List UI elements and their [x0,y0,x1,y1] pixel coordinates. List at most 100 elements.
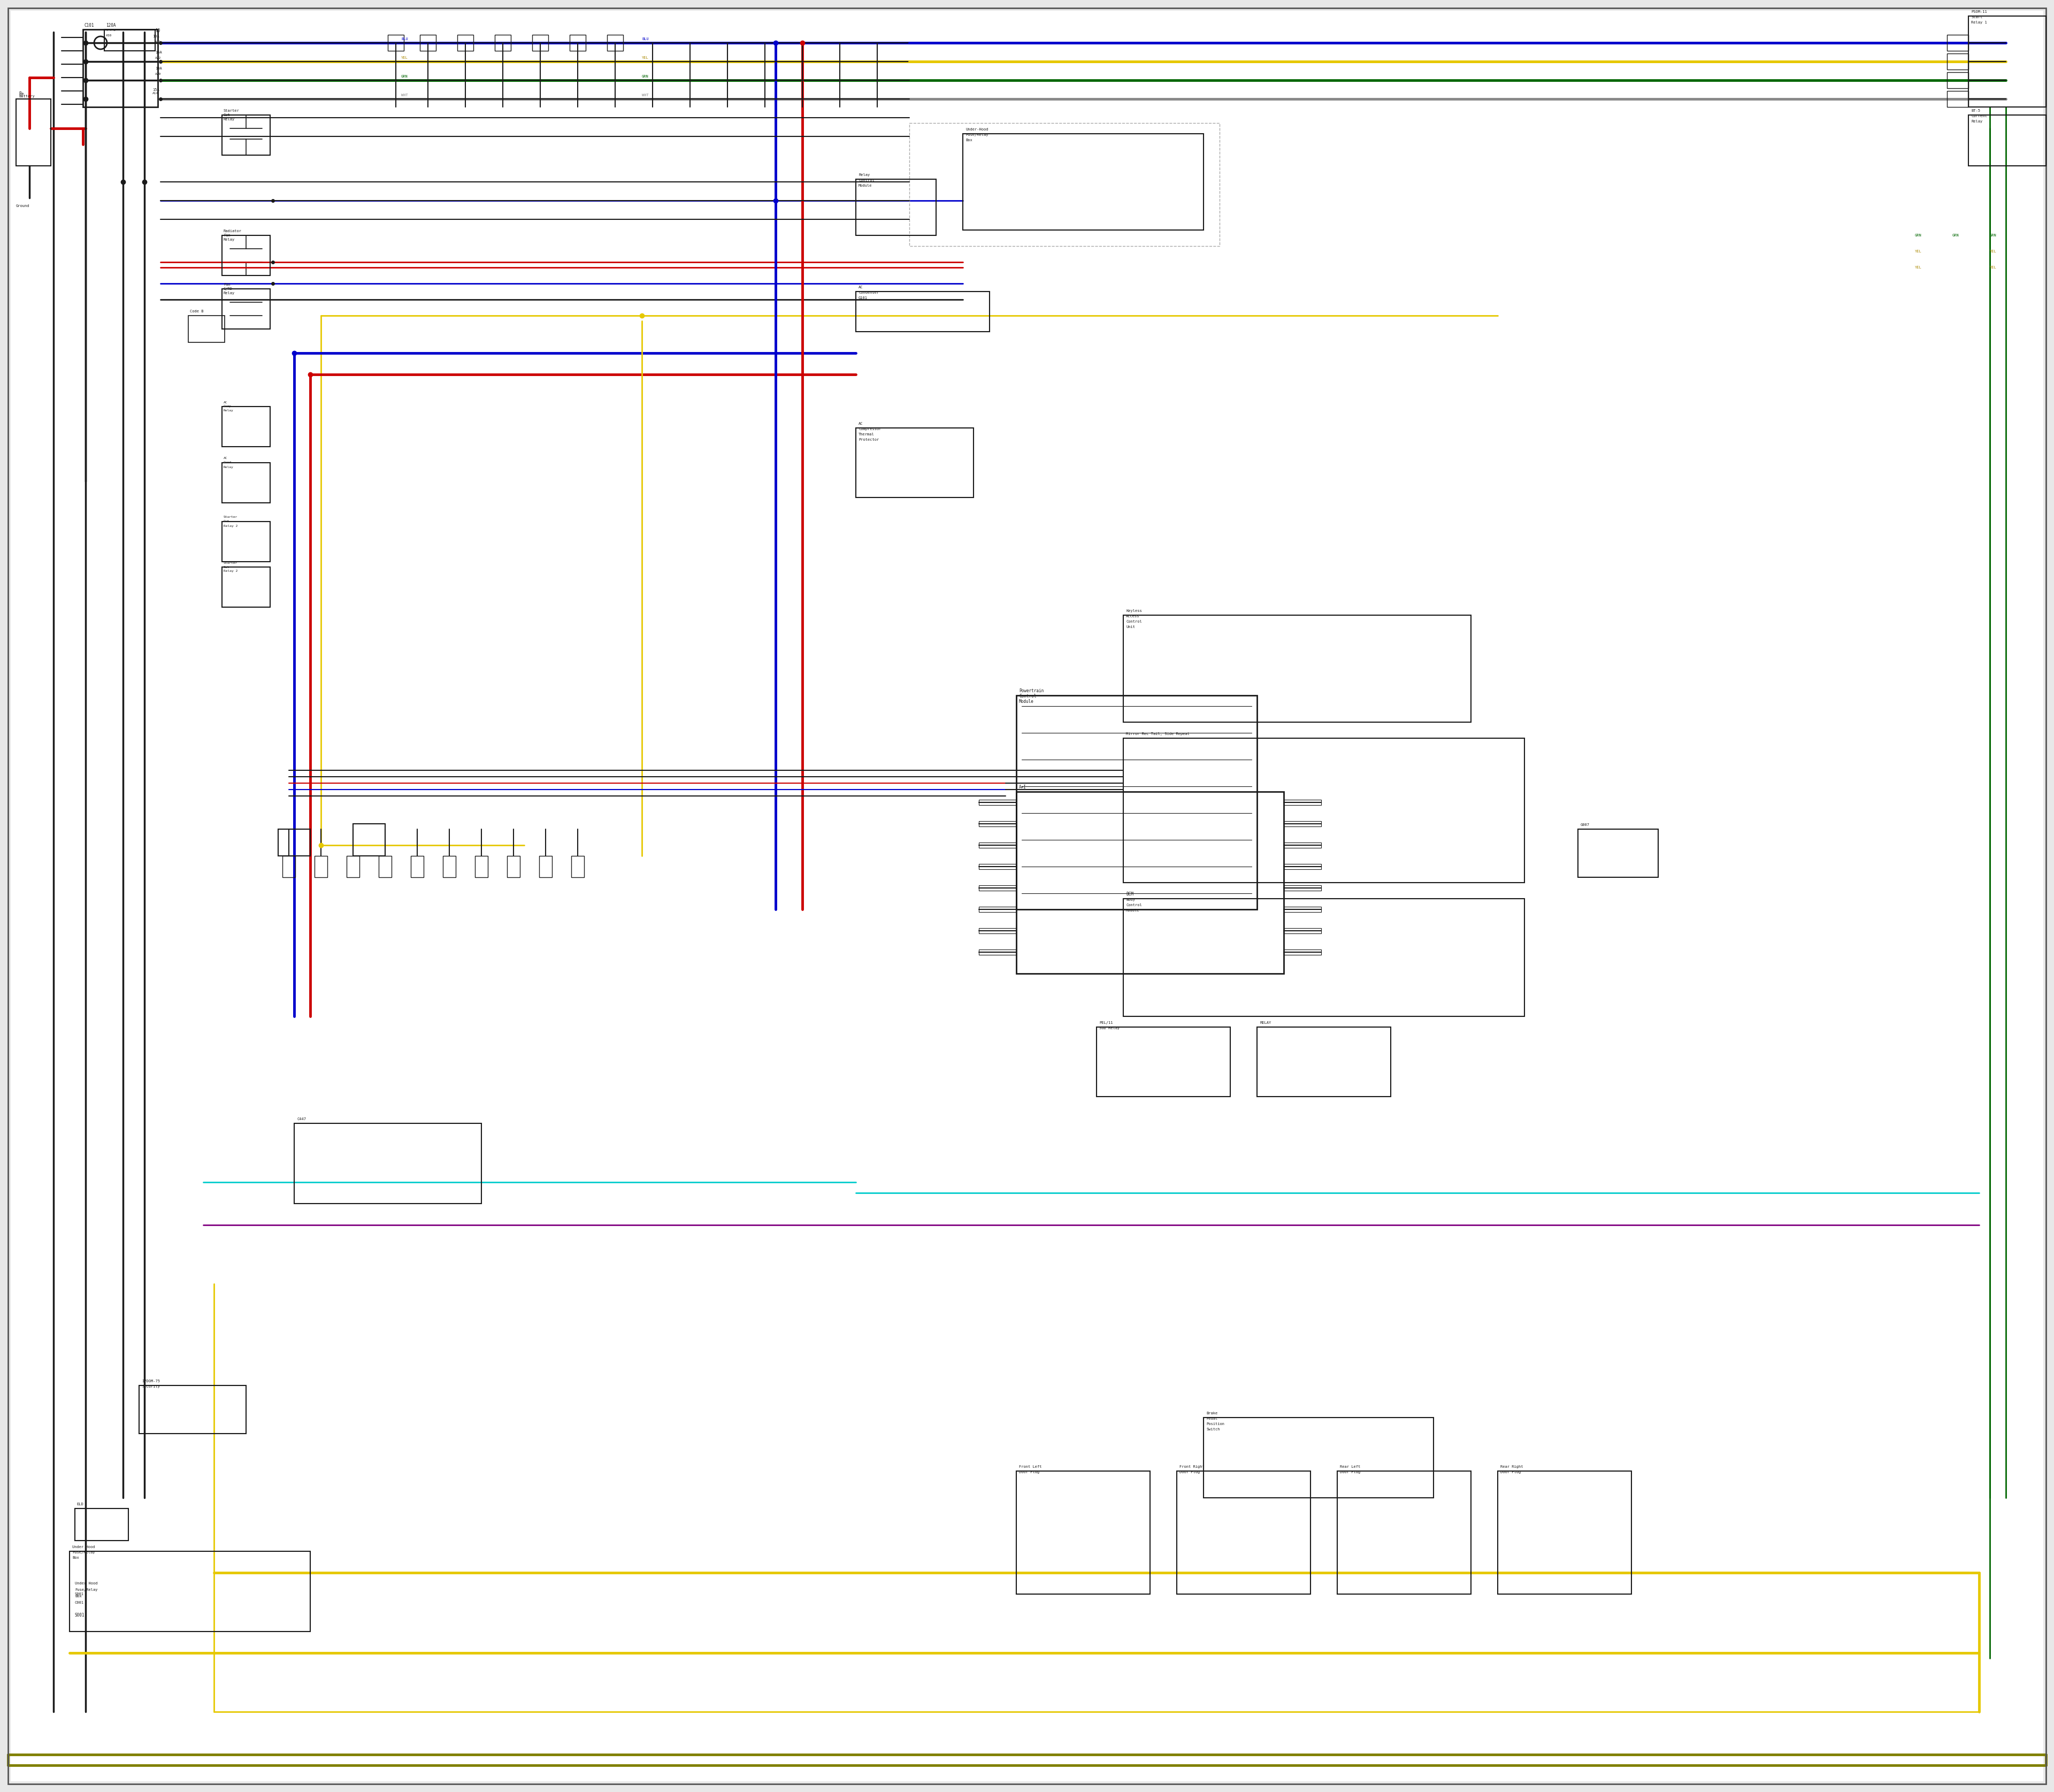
Text: Starter: Starter [224,516,238,518]
Text: Starter: Starter [224,561,238,564]
Text: YEL: YEL [1990,265,1996,269]
Text: C/RD: C/RD [224,287,232,290]
Text: WHT: WHT [641,93,649,97]
Bar [910,124,1220,246]
Text: S001: S001 [74,1593,84,1595]
Bar [1257,1027,1391,1097]
Bar [388,34,405,50]
Bar [857,179,937,235]
Text: YEL: YEL [1914,249,1923,253]
Text: BLU: BLU [401,38,409,41]
Text: BCM: BCM [1126,892,1134,896]
Bar [70,1552,310,1631]
Text: Relay 1: Relay 1 [1972,22,1986,23]
Text: Control: Control [1126,903,1142,907]
Text: YEL: YEL [1990,249,1996,253]
Bar [1947,72,1968,88]
Text: 120A: 120A [107,23,115,27]
Text: Box: Box [72,1555,78,1559]
Bar [1124,615,1471,722]
Text: G007: G007 [1582,823,1590,826]
Text: GRN: GRN [1914,233,1923,237]
Bar [222,115,271,156]
Text: Module: Module [1126,909,1140,912]
Text: Fan: Fan [224,283,230,287]
Text: 15A: 15A [156,50,162,54]
Text: Control: Control [1019,694,1037,699]
Text: Compressor: Compressor [859,428,881,430]
Text: AC: AC [859,423,863,425]
Bar [1284,907,1321,912]
Text: Relay 2: Relay 2 [224,570,238,573]
Text: Relay: Relay [224,466,234,468]
Bar [16,99,51,167]
Text: A+I: A+I [1019,785,1027,790]
Bar [1204,1417,1434,1498]
Text: Radiator: Radiator [224,229,242,233]
Bar [1947,91,1968,108]
Bar [353,824,386,857]
Bar [222,521,271,561]
Text: Ground: Ground [16,204,29,208]
Bar [74,1509,127,1541]
Text: RELAY: RELAY [1259,1021,1271,1025]
Text: 15A: 15A [152,88,160,91]
Text: Door Plug: Door Plug [1019,1471,1039,1473]
Bar [538,857,553,878]
Text: Keyless: Keyless [1126,609,1142,613]
Text: ELD: ELD [76,1503,84,1505]
Text: YEL: YEL [641,56,649,59]
Text: Pedal: Pedal [1206,1417,1218,1421]
Text: Front Right: Front Right [1179,1466,1204,1468]
Text: B+: B+ [18,91,25,97]
Bar [283,857,296,878]
Text: 10A: 10A [152,34,160,38]
Text: A29: A29 [156,72,160,75]
Bar [140,1385,246,1434]
Bar [82,29,158,108]
Text: Relay 2: Relay 2 [224,525,238,527]
Bar [222,289,271,330]
Text: Box: Box [74,1595,82,1598]
Text: Rear Left: Rear Left [1339,1466,1360,1468]
Bar [458,34,472,50]
Bar [419,34,435,50]
Bar [1284,928,1321,934]
Bar [1017,695,1257,909]
Bar [1284,864,1321,869]
Bar [314,857,327,878]
Bar [1577,830,1658,878]
Bar [1284,885,1321,891]
Text: Door Plug: Door Plug [1339,1471,1360,1473]
Text: Door Plug: Door Plug [1499,1471,1520,1473]
Bar [507,857,520,878]
Bar [474,857,489,878]
Bar [980,907,1017,912]
Text: Fan: Fan [224,233,230,237]
Bar [1017,792,1284,973]
Bar [980,885,1017,891]
Text: WHT: WHT [401,93,409,97]
Bar [857,428,974,498]
Text: S001: S001 [74,1613,84,1618]
Bar [222,235,271,276]
Text: Fuse/Relay: Fuse/Relay [72,1550,94,1554]
Text: Relay: Relay [224,238,234,242]
Bar [1284,821,1321,826]
Text: IPDOM-75: IPDOM-75 [142,1380,160,1383]
Bar [444,857,456,878]
Text: A30: A30 [107,34,111,38]
Text: Start: Start [1972,16,1982,18]
Bar [0,1781,2054,1792]
Text: Brake: Brake [1206,1412,1218,1416]
Bar [1947,34,1968,50]
Text: 10: 10 [156,29,160,34]
Text: Cut: Cut [224,566,230,568]
Bar [1284,950,1321,955]
Bar [411,857,423,878]
Text: Under Hood: Under Hood [72,1545,94,1548]
Text: PEL/11: PEL/11 [1099,1021,1113,1025]
Text: Switch: Switch [1206,1428,1220,1432]
Text: AC: AC [859,285,863,289]
Bar [1124,738,1524,883]
